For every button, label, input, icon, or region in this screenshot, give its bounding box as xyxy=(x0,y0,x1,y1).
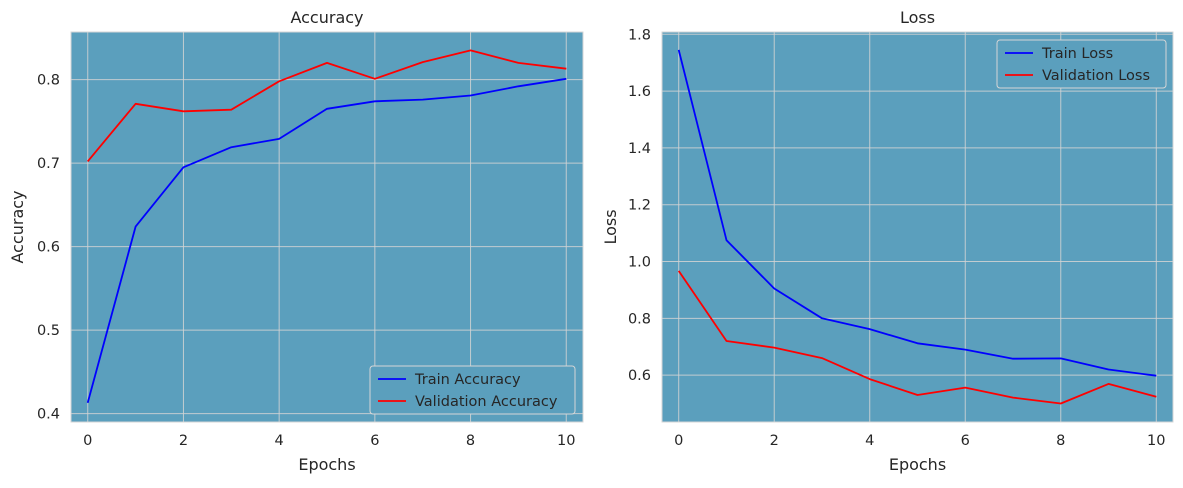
legend-label: Validation Loss xyxy=(1042,68,1150,84)
series-line-validation-accuracy xyxy=(87,49,567,162)
x-axis-label: Epochs xyxy=(298,455,355,474)
legend-label: Train Accuracy xyxy=(414,372,521,388)
legend-label: Train Loss xyxy=(1041,46,1113,62)
y-tick-label: 0.6 xyxy=(37,240,60,256)
legend: Train Loss Validation Loss xyxy=(996,39,1167,89)
series-line-validation-loss xyxy=(677,270,1157,405)
plot-frame xyxy=(70,31,584,423)
y-tick-label: 1.0 xyxy=(628,255,651,271)
y-tick-label: 0.5 xyxy=(37,323,60,339)
chart-panel-2: 0 2 4 6 8 10 0.6 0.8 1.0 1.2 1.4 1.6 1.8 Loss Epochs Lo… xyxy=(601,8,1174,474)
y-axis-label: Accuracy xyxy=(8,190,27,263)
plot-area xyxy=(71,32,583,422)
y-tick-label: 0.8 xyxy=(628,311,651,327)
x-tick-label: 10 xyxy=(557,433,575,449)
y-tick-label: 1.8 xyxy=(628,27,651,43)
y-tick-label: 0.4 xyxy=(37,407,60,423)
x-tick-label: 8 xyxy=(1056,433,1065,449)
x-tick-label: 0 xyxy=(83,433,92,449)
x-tick-label: 8 xyxy=(466,433,475,449)
legend-label: Validation Accuracy xyxy=(415,394,558,410)
legend: Train Accuracy Validation Accuracy xyxy=(369,365,576,415)
y-tick-label: 1.6 xyxy=(628,84,651,100)
y-tick-label: 1.2 xyxy=(628,198,651,214)
x-tick-label: 6 xyxy=(370,433,379,449)
x-tick-label: 2 xyxy=(770,433,779,449)
x-axis-label: Epochs xyxy=(889,455,946,474)
x-tick-label: 6 xyxy=(961,433,970,449)
series-line-train-accuracy xyxy=(86,77,567,404)
legend-box xyxy=(996,39,1167,89)
x-tick-label: 4 xyxy=(865,433,874,449)
plot-area xyxy=(662,32,1173,422)
x-tick-label: 0 xyxy=(674,433,683,449)
y-tick-label: 0.7 xyxy=(37,156,60,172)
x-tick-label: 10 xyxy=(1147,433,1165,449)
y-axis-label: Loss xyxy=(601,209,620,244)
chart-panel-1: 0 2 4 6 8 10 0.4 0.5 0.6 0.7 0.8 Accuracy Epochs Accu… xyxy=(8,8,584,474)
chart-title: Loss xyxy=(900,8,935,27)
chart-title: Accuracy xyxy=(290,8,363,27)
plot-frame xyxy=(661,31,1174,423)
x-tick-label: 4 xyxy=(275,433,284,449)
y-tick-label: 1.4 xyxy=(628,141,651,157)
x-tick-label: 2 xyxy=(179,433,188,449)
y-tick-label: 0.8 xyxy=(37,73,60,89)
series-line-train-loss xyxy=(677,49,1157,377)
y-tick-label: 0.6 xyxy=(628,368,651,384)
legend-box xyxy=(369,365,576,415)
